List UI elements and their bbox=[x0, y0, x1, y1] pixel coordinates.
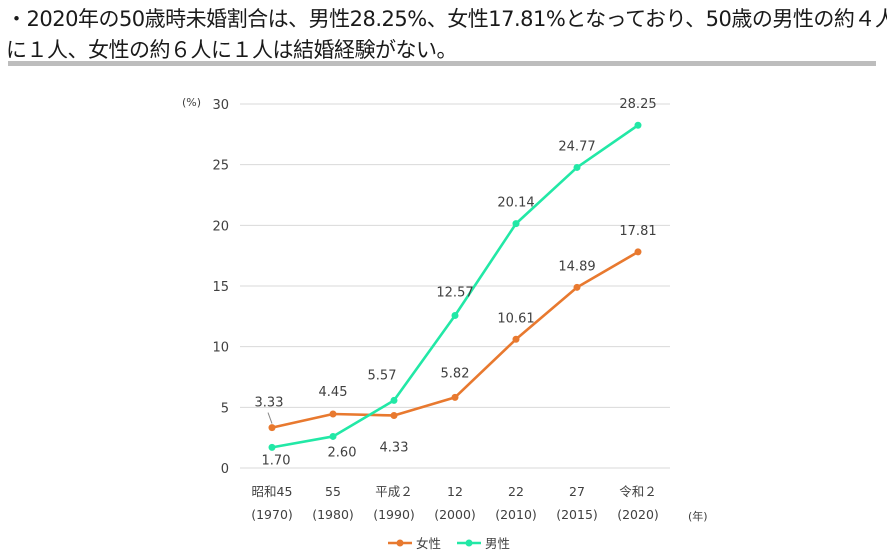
x-tick-label: 平成２ bbox=[375, 484, 413, 499]
headline-line-2: に１人、女性の約６人に１人は結婚経験がない。 bbox=[6, 38, 458, 62]
data-point-male bbox=[268, 443, 276, 451]
legend: 女性 男性 bbox=[388, 536, 510, 551]
data-label-male: 24.77 bbox=[558, 139, 595, 154]
legend-label-male: 男性 bbox=[485, 536, 510, 551]
y-tick-label: 5 bbox=[221, 401, 229, 416]
x-tick-year: (2010) bbox=[495, 507, 537, 522]
y-axis: 0 5 10 15 20 25 30 (%) bbox=[182, 96, 229, 477]
y-tick-label: 30 bbox=[212, 98, 229, 113]
series-group bbox=[268, 121, 642, 451]
x-tick-year: (1970) bbox=[251, 507, 293, 522]
y-tick-label: 10 bbox=[212, 341, 229, 356]
data-point-male bbox=[512, 220, 520, 228]
data-point-female bbox=[512, 335, 520, 343]
x-tick-label: 昭和45 bbox=[252, 484, 293, 499]
data-point-male bbox=[451, 311, 459, 319]
data-point-male bbox=[390, 396, 398, 404]
x-tick-label: 22 bbox=[508, 484, 524, 499]
data-point-male bbox=[573, 163, 581, 171]
x-tick-year: (2015) bbox=[556, 507, 598, 522]
header-divider bbox=[8, 61, 876, 66]
data-label-female: 3.33 bbox=[255, 396, 284, 411]
headline-line-1: ・2020年の50歳時未婚割合は、男性28.25%、女性17.81%となっており… bbox=[6, 7, 887, 31]
x-tick-label: 12 bbox=[447, 484, 463, 499]
x-axis: 昭和45 (1970) 55 (1980) 平成２ (1990) 12 (2000) 22 (20… bbox=[251, 484, 707, 523]
label-leader-line bbox=[267, 412, 273, 424]
x-tick-label: 55 bbox=[325, 484, 341, 499]
data-point-female bbox=[634, 248, 642, 256]
legend-marker-male bbox=[465, 539, 473, 547]
data-label-female: 14.89 bbox=[558, 259, 595, 274]
data-label-male: 28.25 bbox=[619, 97, 656, 112]
data-label-male: 5.57 bbox=[368, 368, 397, 383]
x-tick-year: (1990) bbox=[373, 507, 415, 522]
x-tick-year: (2020) bbox=[617, 507, 659, 522]
y-unit-label: (%) bbox=[182, 96, 201, 109]
y-tick-label: 25 bbox=[212, 159, 229, 174]
x-tick-label: 27 bbox=[569, 484, 585, 499]
x-unit-label: (年) bbox=[688, 509, 708, 523]
headline: ・2020年の50歳時未婚割合は、男性28.25%、女性17.81%となっており… bbox=[6, 4, 887, 66]
data-label-male: 1.70 bbox=[262, 453, 291, 468]
x-tick-year: (1980) bbox=[312, 507, 354, 522]
data-label-male: 12.57 bbox=[436, 285, 473, 300]
y-tick-label: 0 bbox=[221, 462, 229, 477]
data-label-female: 4.45 bbox=[319, 385, 348, 400]
data-point-female bbox=[268, 424, 276, 432]
data-point-female bbox=[451, 393, 459, 401]
data-point-female bbox=[573, 283, 581, 291]
data-point-male bbox=[634, 121, 642, 129]
x-tick-label: 令和２ bbox=[619, 484, 657, 499]
data-point-female bbox=[329, 410, 337, 418]
data-label-male: 20.14 bbox=[497, 196, 534, 211]
data-point-female bbox=[390, 411, 398, 419]
data-label-female: 5.82 bbox=[441, 366, 470, 381]
data-label-female: 10.61 bbox=[497, 311, 534, 326]
x-tick-year: (2000) bbox=[434, 507, 476, 522]
data-point-male bbox=[329, 432, 337, 440]
legend-label-female: 女性 bbox=[416, 536, 441, 551]
data-label-female: 4.33 bbox=[380, 440, 409, 455]
y-tick-label: 15 bbox=[212, 280, 229, 295]
data-labels: 3.33 4.45 4.33 5.82 10.61 14.89 17.81 1.70 2.60 5… bbox=[255, 97, 657, 468]
data-label-female: 17.81 bbox=[619, 224, 656, 239]
legend-marker-female bbox=[396, 539, 404, 547]
gridlines bbox=[240, 103, 670, 469]
data-label-male: 2.60 bbox=[328, 445, 357, 460]
series-line-female bbox=[271, 250, 639, 429]
y-tick-label: 20 bbox=[212, 219, 229, 234]
